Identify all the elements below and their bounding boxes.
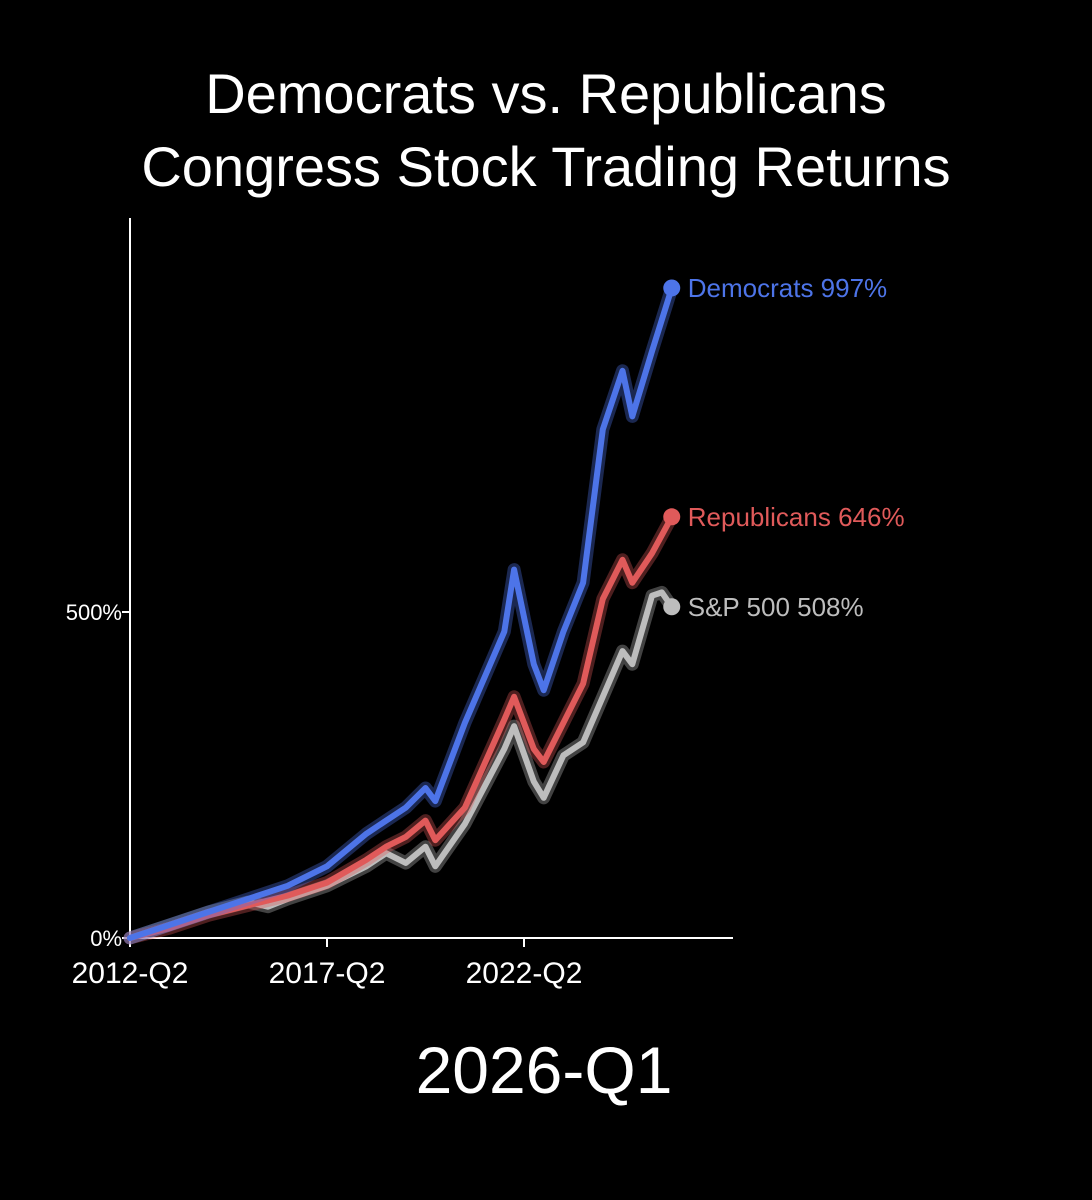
x-tick-label: 2012-Q2 xyxy=(72,957,189,990)
s-p-500-end-point xyxy=(663,598,681,616)
chart-series xyxy=(123,281,679,945)
s-p-500-series-label: S&P 500 508% xyxy=(688,592,864,622)
chart-title-line-2: Congress Stock Trading Returns xyxy=(141,135,951,198)
chart-ticks: 2012-Q2 2017-Q2 2022-Q2 0% 500% xyxy=(66,600,583,990)
chart-series-labels: S&P 500 508% Republicans 646% Democrats 99… xyxy=(663,273,905,622)
current-period-label: 2026-Q1 xyxy=(415,1033,673,1107)
y-tick-label: 500% xyxy=(66,600,122,625)
chart-axes xyxy=(129,218,733,939)
x-tick-label: 2022-Q2 xyxy=(466,957,583,990)
y-tick-label: 0% xyxy=(90,926,122,951)
republicans-end-point xyxy=(663,508,681,526)
democrats-end-point xyxy=(663,279,681,297)
republicans-line xyxy=(127,513,675,941)
s-p-500-line xyxy=(127,589,675,941)
chart-title-line-1: Democrats vs. Republicans xyxy=(205,62,887,125)
x-tick-label: 2017-Q2 xyxy=(269,957,386,990)
democrats-series-label: Democrats 997% xyxy=(688,273,887,303)
democrats-line xyxy=(127,285,675,941)
republicans-series-label: Republicans 646% xyxy=(688,502,905,532)
